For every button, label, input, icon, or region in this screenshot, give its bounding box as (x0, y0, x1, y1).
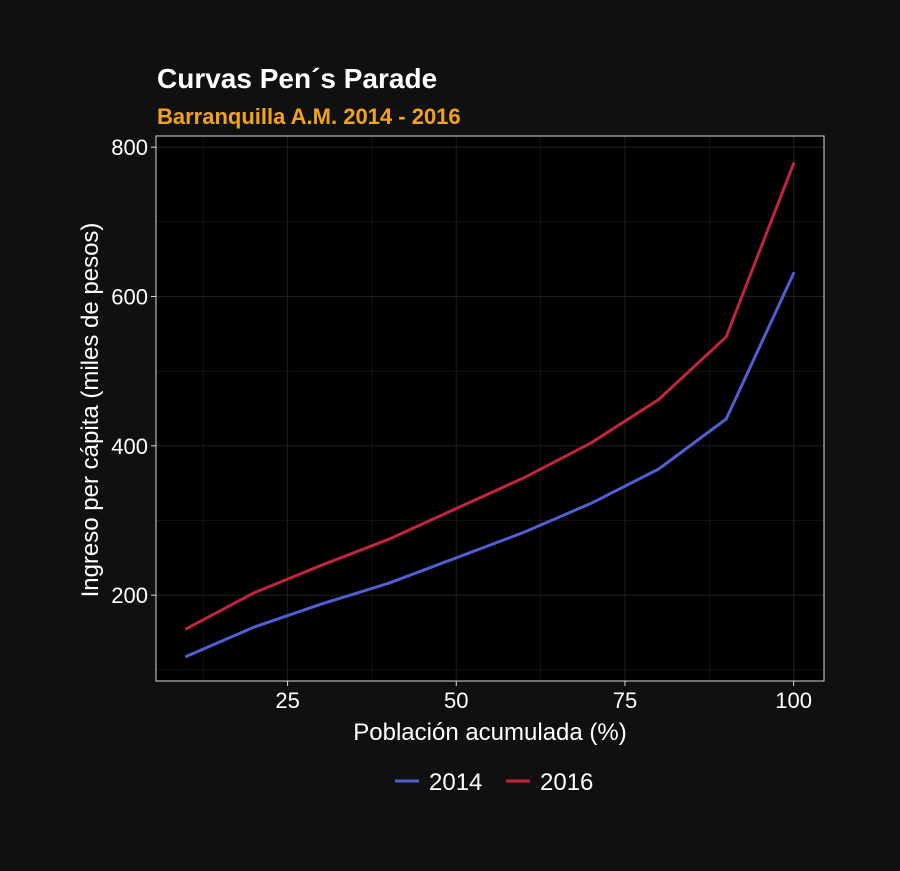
x-tick-label: 50 (444, 688, 468, 713)
y-tick-label: 200 (111, 583, 148, 608)
y-tick-label: 800 (111, 135, 148, 160)
y-axis: 200 400 600 800 (111, 135, 156, 608)
plot-panel (156, 136, 824, 681)
x-tick-label: 100 (775, 688, 812, 713)
x-tick-label: 75 (613, 688, 637, 713)
y-axis-title: Ingreso per cápita (miles de pesos) (77, 223, 104, 598)
y-tick-label: 600 (111, 285, 148, 310)
series-lines (184, 162, 796, 658)
grid-lines (156, 136, 824, 681)
plot-border (155, 135, 825, 682)
x-axis: 25 50 75 100 (275, 681, 812, 713)
legend-label-2016: 2016 (540, 769, 593, 796)
chart-title: Curvas Pen´s Parade (157, 63, 437, 94)
y-tick-label: 400 (111, 434, 148, 459)
series-line-2016 (184, 162, 796, 631)
chart-subtitle: Barranquilla A.M. 2014 - 2016 (157, 104, 461, 129)
legend: 2014 2016 (395, 769, 593, 796)
x-axis-title: Población acumulada (%) (353, 719, 626, 746)
legend-label-2014: 2014 (429, 769, 482, 796)
x-tick-label: 25 (275, 688, 299, 713)
series-line-2014 (184, 271, 796, 658)
